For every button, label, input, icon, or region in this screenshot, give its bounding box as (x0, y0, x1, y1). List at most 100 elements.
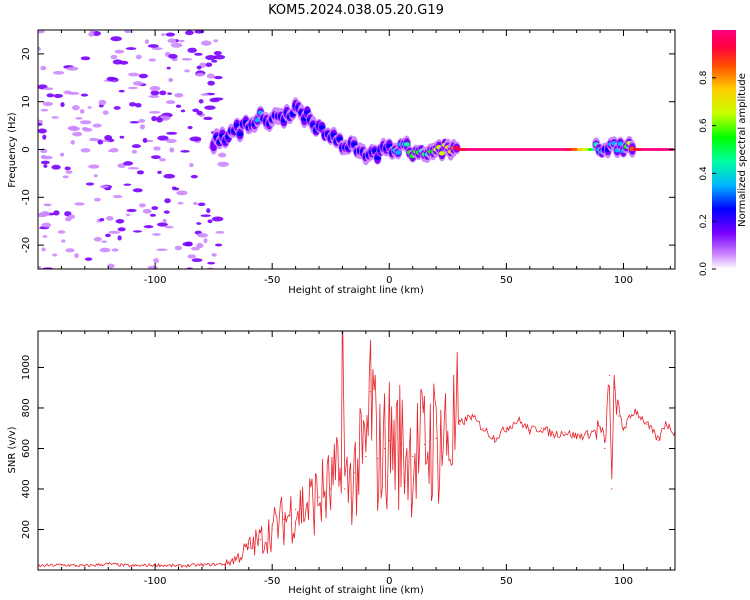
spectrogram-noise-cell (192, 201, 198, 205)
spectrogram-x-tick-label: 100 (614, 275, 633, 286)
spectrogram-noise-cell (152, 233, 161, 236)
spectrogram-noise-cell (131, 149, 138, 154)
spectrogram-noise-cell (189, 162, 194, 168)
spectrogram-noise-cell (203, 238, 208, 244)
spectrogram-noise-cell (196, 222, 202, 225)
spectrogram-noise-cell (67, 91, 80, 95)
spectrogram-noise-cell (189, 136, 202, 142)
snr-data-point (435, 437, 437, 439)
colorbar-tick-label: 0.0 (699, 262, 709, 277)
spectrogram-noise-cell (218, 152, 227, 158)
spectrogram-noise-cell (110, 36, 122, 42)
spectrogram-noise-cell (43, 164, 48, 168)
snr-data-point (470, 415, 472, 417)
snr-data-point (306, 504, 308, 506)
spectrogram-noise-cell (150, 90, 160, 96)
spectrogram-noise-cell (72, 131, 83, 137)
snr-x-label: Height of straight line (km) (288, 585, 424, 596)
snr-data-point (599, 427, 601, 429)
spectrogram-noise-cell (156, 222, 168, 227)
snr-data-point (458, 423, 461, 425)
spectrogram-noise-cell (153, 257, 159, 264)
spectrogram-noise-cell (205, 62, 213, 67)
snr-data-point (447, 437, 449, 439)
snr-panel: -100 -50 0 50 100 200 400 600 800 1000 Height of … (7, 330, 676, 596)
spectrogram-noise-cell (74, 202, 85, 206)
snr-data-point (224, 563, 226, 565)
snr-data-point (60, 564, 63, 566)
spectrogram-noise-cell (88, 31, 95, 37)
spectrogram-noise-cell (215, 243, 223, 247)
spectrogram-noise-cell (191, 258, 203, 263)
snr-y-tick-label: 200 (21, 520, 32, 539)
spectrogram-noise-cell (187, 254, 196, 259)
snr-data-point (330, 488, 332, 490)
spectrogram-noise-cell (80, 93, 89, 97)
spectrogram-noise-cell (40, 108, 49, 112)
spectrogram-noise-cell (138, 73, 149, 79)
snr-y-tick-label: 400 (21, 479, 32, 498)
spectrogram-noise-cell (187, 47, 197, 53)
snr-data-point (107, 563, 109, 565)
spectrogram-data (38, 30, 675, 269)
snr-data-point (618, 415, 620, 417)
snr-data-point (131, 565, 133, 567)
spectrogram-noise-cell (180, 149, 190, 153)
spectrogram-noise-cell (61, 239, 66, 243)
spectrogram-trace-cell (403, 142, 410, 147)
spectrogram-noise-cell (207, 261, 216, 265)
snr-data-point (608, 374, 611, 377)
spectrogram-noise-cell (114, 49, 125, 54)
spectrogram-noise-cell (194, 52, 203, 56)
spectrogram-y-tick-label: -10 (21, 189, 32, 205)
spectrogram-noise-cell (200, 214, 211, 218)
spectrogram-noise-cell (105, 233, 111, 238)
spectrogram-y-tick-label: 20 (21, 48, 32, 61)
spectrogram-trace-cell (351, 142, 358, 147)
spectrogram-noise-cell (213, 51, 222, 56)
spectrogram-noise-cell (38, 30, 45, 34)
spectrogram-noise-cell (125, 47, 137, 50)
spectrogram-noise-cell (148, 95, 160, 98)
spectrogram-noise-cell (38, 128, 47, 134)
colorbar-gradient (712, 30, 736, 269)
spectrogram-noise-cell (209, 97, 220, 103)
snr-data-point (295, 508, 297, 510)
spectrogram-noise-cell (99, 185, 109, 189)
spectrogram-noise-cell (53, 210, 60, 216)
spectrogram-noise-cell (163, 173, 176, 179)
snr-data-point (665, 421, 667, 423)
spectrogram-noise-cell (162, 218, 167, 224)
spectrogram-noise-cell (157, 135, 169, 141)
spectrogram-noise-cell (42, 101, 54, 107)
spectrogram-noise-cell (42, 134, 47, 140)
spectrogram-noise-cell (165, 32, 176, 37)
spectrogram-noise-cell (151, 115, 158, 122)
spectrogram-noise-cell (187, 125, 193, 130)
snr-data-point (494, 437, 496, 439)
spectrogram-noise-cell (190, 246, 200, 251)
spectrogram-noise-cell (169, 147, 175, 153)
spectrogram-noise-cell (203, 116, 213, 121)
spectrogram-trace-cell (395, 150, 402, 155)
spectrogram-noise-cell (166, 131, 178, 135)
snr-data-point (587, 433, 589, 435)
spectrogram-noise-cell (43, 203, 52, 207)
colorbar-tick-label: 0.4 (699, 166, 709, 181)
spectrogram-noise-cell (211, 59, 218, 63)
snr-data-point (552, 433, 554, 435)
spectrogram-noise-cell (213, 39, 219, 43)
spectrogram-noise-cell (148, 111, 161, 114)
spectrogram-noise-cell (131, 144, 142, 149)
snr-data-point (84, 565, 86, 567)
spectrogram-noise-cell (161, 33, 166, 37)
spectrogram-noise-cell (176, 190, 188, 196)
colorbar-tick-label: 0.8 (699, 70, 709, 85)
spectrogram-noise-cell (215, 230, 225, 234)
spectrogram-noise-cell (168, 53, 178, 59)
spectrogram-noise-cell (184, 69, 191, 73)
spectrogram-noise-cell (41, 222, 52, 228)
spectrogram-noise-cell (42, 235, 48, 238)
